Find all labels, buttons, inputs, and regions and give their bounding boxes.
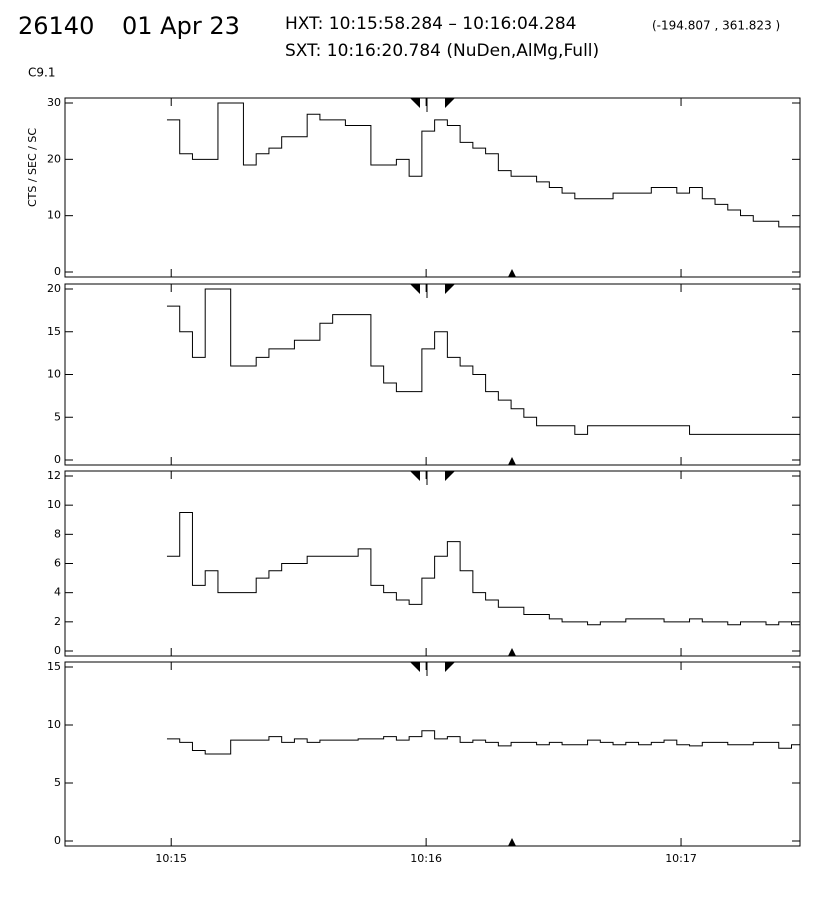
data-line bbox=[166, 511, 800, 626]
hxt-marker bbox=[445, 471, 455, 481]
hxt-marker bbox=[410, 471, 420, 481]
data-line bbox=[166, 102, 800, 228]
hxt-marker bbox=[410, 284, 420, 294]
y-tick-label: 30 bbox=[47, 96, 61, 109]
sxt-marker bbox=[508, 838, 516, 846]
data-line bbox=[166, 288, 800, 435]
y-tick-label: 0 bbox=[54, 834, 61, 847]
plot-frame bbox=[64, 661, 801, 847]
y-tick-label: 0 bbox=[54, 265, 61, 278]
y-tick-label: 20 bbox=[47, 282, 61, 295]
plot-frame bbox=[64, 97, 801, 278]
event-date: 01 Apr 23 bbox=[122, 12, 240, 40]
sxt-marker bbox=[508, 269, 516, 277]
y-tick-label: 0 bbox=[54, 644, 61, 657]
x-tick-label: 10:16 bbox=[410, 852, 442, 865]
hxt-marker bbox=[410, 98, 420, 108]
hxt-time: HXT: 10:15:58.284 – 10:16:04.284 bbox=[285, 14, 577, 34]
y-tick-label: 5 bbox=[54, 410, 61, 423]
y-tick-label: 12 bbox=[47, 469, 61, 482]
y-tick-label: 15 bbox=[47, 660, 61, 673]
hxt-marker bbox=[445, 662, 455, 672]
plot-frame bbox=[64, 283, 801, 466]
sxt-time: SXT: 10:16:20.784 (NuDen,AlMg,Full) bbox=[285, 41, 599, 61]
y-tick-label: 10 bbox=[47, 498, 61, 511]
y-tick-label: 10 bbox=[47, 718, 61, 731]
x-tick-label: 10:15 bbox=[155, 852, 187, 865]
y-tick-label: 20 bbox=[47, 152, 61, 165]
y-tick-label: 0 bbox=[54, 453, 61, 466]
y-tick-label: 8 bbox=[54, 527, 61, 540]
y-tick-label: 4 bbox=[54, 586, 61, 599]
y-tick-label: 10 bbox=[47, 209, 61, 222]
data-line bbox=[166, 730, 800, 755]
y-tick-label: 6 bbox=[54, 557, 61, 570]
y-tick-label: 10 bbox=[47, 368, 61, 381]
hxt-marker bbox=[445, 98, 455, 108]
y-tick-label: 5 bbox=[54, 776, 61, 789]
coords: (-194.807 , 361.823 ) bbox=[652, 19, 780, 33]
event-id: 26140 bbox=[18, 12, 94, 40]
y-axis-label: CTS / SEC / SC bbox=[26, 128, 39, 207]
y-tick-label: 15 bbox=[47, 325, 61, 338]
y-tick-label: 2 bbox=[54, 615, 61, 628]
sxt-marker bbox=[508, 648, 516, 656]
sxt-marker bbox=[508, 457, 516, 465]
plot-frame bbox=[64, 470, 801, 657]
hxt-marker bbox=[445, 284, 455, 294]
x-tick-label: 10:17 bbox=[665, 852, 697, 865]
flare-class: C9.1 bbox=[28, 66, 55, 80]
hxt-marker bbox=[410, 662, 420, 672]
